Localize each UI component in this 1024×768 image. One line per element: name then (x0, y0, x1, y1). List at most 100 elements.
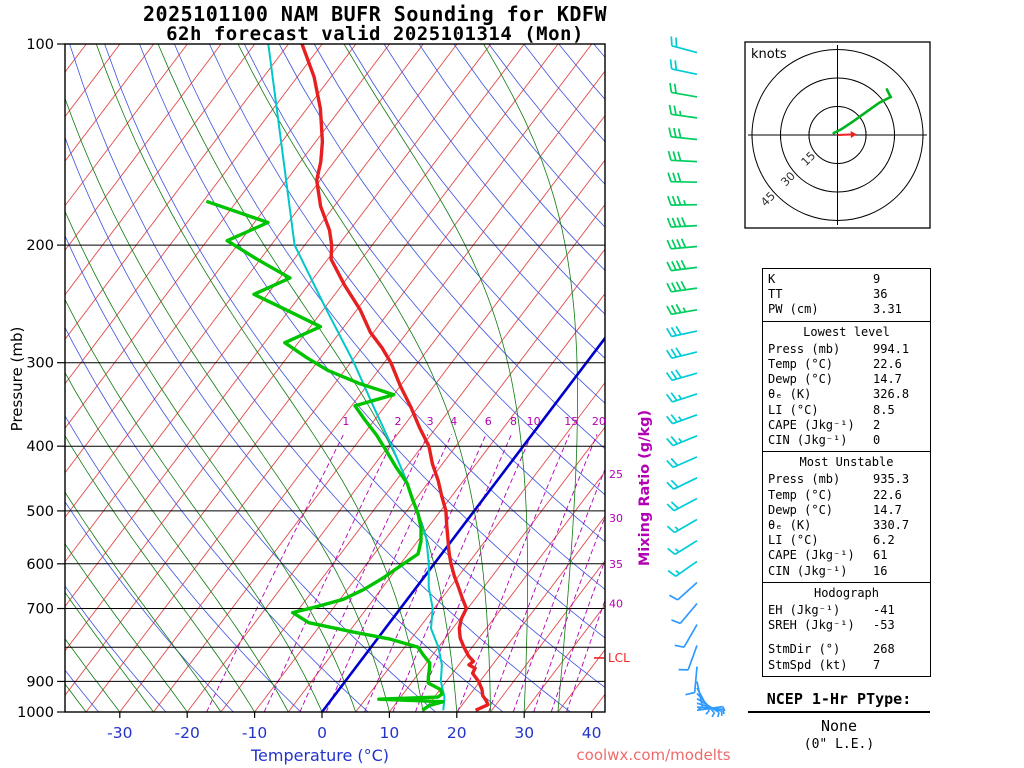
wind-barb (696, 702, 723, 716)
index-value: 7 (873, 657, 881, 672)
svg-text:600: 600 (26, 557, 54, 573)
wind-barb (666, 477, 698, 490)
wind-barb (666, 325, 698, 338)
wind-barb (667, 195, 698, 206)
wind-barb (669, 82, 698, 98)
index-row: EH (Jkg⁻¹) -41 (768, 603, 925, 618)
wind-barb (665, 347, 698, 360)
svg-text:20: 20 (447, 724, 467, 742)
index-value: -53 (873, 618, 895, 633)
wind-barb (667, 560, 698, 577)
plot-border (64, 43, 606, 713)
wind-barb-column (665, 36, 726, 718)
index-value: 16 (873, 563, 888, 578)
wind-barb (670, 36, 698, 54)
storm-motion-arrowhead (850, 131, 857, 139)
ptype-liquid-equivalent: (0" L.E.) (803, 737, 875, 752)
indices-panel: K 9 TT 36 PW (cm) 3.31 Lowest level Press (mb) 9… (762, 268, 931, 677)
index-row: LI (°C) 8.5 (768, 403, 925, 418)
indices-section-header: Lowest level (803, 324, 890, 339)
indices-section: Lowest level Press (mb) 994.1 Temp (°C) 22.6… (763, 320, 930, 452)
index-label: Temp (°C) (768, 357, 834, 372)
index-value: 61 (873, 548, 888, 563)
index-row: Temp (°C) 22.6 (768, 357, 925, 372)
wind-barb (666, 280, 698, 293)
index-value: 935.3 (873, 472, 910, 487)
wind-barb (666, 518, 698, 534)
lcl-label: LCL (608, 651, 630, 665)
svg-text:10: 10 (527, 415, 541, 428)
index-label: EH (Jkg⁻¹) (768, 603, 841, 618)
temperature-curve (300, 44, 490, 712)
temperature-axis-label: Temperature (°C) (250, 746, 390, 765)
ptype-title: NCEP 1-Hr PType: (766, 690, 912, 708)
index-value: 330.7 (873, 518, 910, 533)
ptype-divider (748, 711, 930, 713)
svg-text:20: 20 (592, 415, 606, 428)
index-row: TT 36 (768, 287, 925, 302)
wind-barb (671, 602, 698, 625)
svg-text:100: 100 (26, 37, 54, 53)
svg-text:35: 35 (609, 558, 623, 571)
svg-text:-20: -20 (175, 724, 200, 742)
index-label: CIN (Jkg⁻¹) (768, 563, 848, 578)
dewpoint-curve (205, 199, 445, 712)
index-label: Dewp (°C) (768, 502, 834, 517)
index-value: 22.6 (873, 487, 902, 502)
indices-section: Most Unstable Press (mb) 935.3 Temp (°C) 22.… (763, 451, 930, 582)
index-row: Press (mb) 935.3 (768, 472, 925, 487)
hodograph-wind-trace (832, 88, 893, 135)
svg-text:1: 1 (342, 415, 349, 428)
mixing-ratio-value-labels: 1 2 3 4 6 8 10 15 20 25 30 35 40 (342, 415, 623, 611)
svg-text:0: 0 (317, 724, 327, 742)
index-value: 326.8 (873, 387, 910, 402)
index-label: PW (cm) (768, 302, 819, 317)
wind-barb (666, 238, 698, 250)
index-value: -41 (873, 603, 895, 618)
indices-section: K 9 TT 36 PW (cm) 3.31 (763, 269, 930, 321)
svg-text:1000: 1000 (17, 705, 54, 721)
index-label: Temp (°C) (768, 487, 834, 502)
svg-text:3: 3 (427, 415, 434, 428)
ptype-value: None (820, 717, 858, 735)
wind-barb (668, 581, 698, 601)
wind-barb (674, 624, 698, 649)
svg-text:40: 40 (582, 724, 602, 742)
index-label: K (768, 272, 776, 286)
index-row: Dewp (°C) 14.7 (768, 372, 925, 387)
index-row: Dewp (°C) 14.7 (768, 503, 925, 518)
wind-barb (696, 697, 720, 718)
index-value: 0 (873, 433, 881, 448)
svg-text:25: 25 (609, 468, 623, 481)
index-row: θₑ (K) 330.7 (768, 518, 925, 533)
index-label: StmSpd (kt) (768, 657, 848, 672)
index-value: 2 (873, 417, 881, 432)
svg-text:200: 200 (26, 238, 54, 254)
index-label: CIN (Jkg⁻¹) (768, 433, 848, 448)
index-label: TT (768, 287, 783, 302)
svg-text:400: 400 (26, 439, 54, 455)
index-row: CIN (Jkg⁻¹) 16 (768, 564, 925, 579)
indices-section-header: Hodograph (813, 585, 880, 600)
svg-text:700: 700 (26, 602, 54, 618)
moist-adiabats (65, 44, 578, 712)
index-label: θₑ (K) (768, 518, 812, 533)
index-row: Temp (°C) 22.6 (768, 488, 925, 503)
index-row: LI (°C) 6.2 (768, 533, 925, 548)
index-value: 36 (873, 287, 888, 302)
site-credit-link[interactable]: coolwx.com/modelts (576, 746, 731, 764)
mixing-ratio-axis-label: Mixing Ratio (g/kg) (637, 409, 653, 567)
svg-text:40: 40 (609, 598, 623, 611)
svg-text:30: 30 (514, 724, 534, 742)
indices-section: Hodograph EH (Jkg⁻¹) -41 SREH (Jkg⁻¹) -53 Stm… (763, 581, 930, 676)
svg-text:500: 500 (26, 504, 54, 520)
index-row: CAPE (Jkg⁻¹) 2 (768, 418, 925, 433)
index-label: θₑ (K) (768, 387, 812, 402)
index-row: StmDir (°) 268 (768, 642, 925, 657)
wetbulb-curve (267, 44, 446, 711)
pressure-tick-labels: 100 200 300 400 500 600 700 900 1000 (17, 37, 65, 721)
index-row: CAPE (Jkg⁻¹) 61 (768, 548, 925, 563)
index-value: 994.1 (873, 341, 910, 356)
index-value: 22.6 (873, 357, 902, 372)
